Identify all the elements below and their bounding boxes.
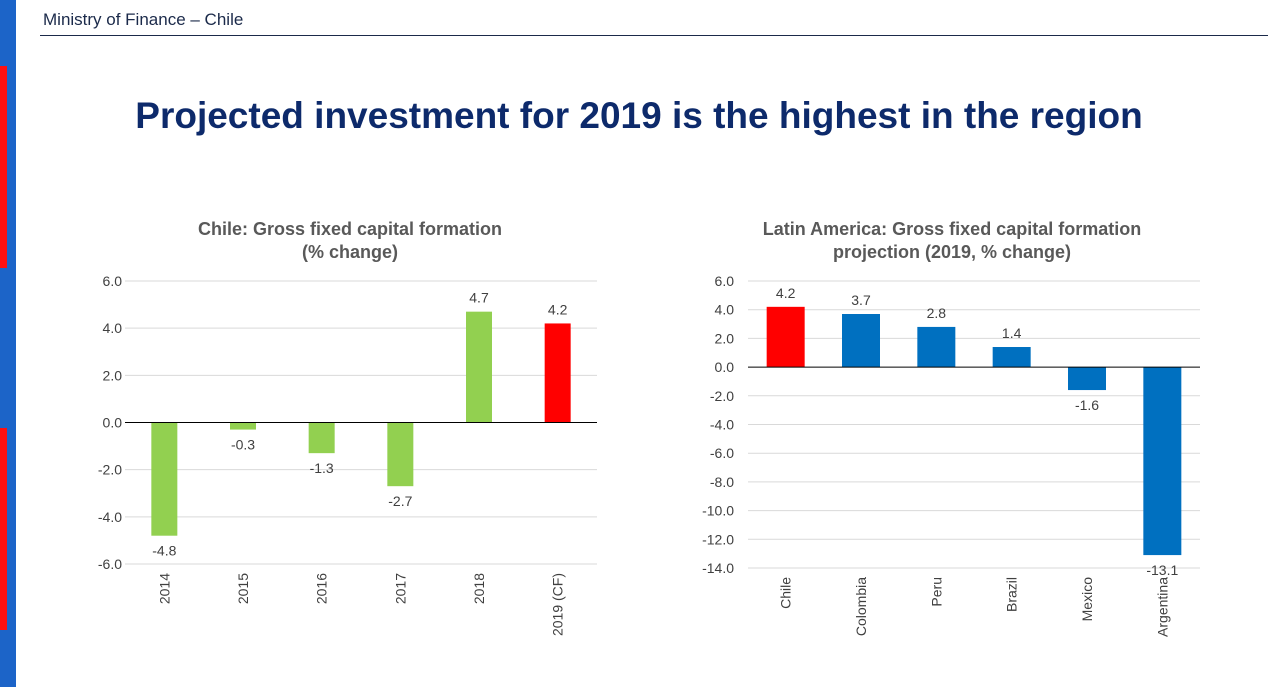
chart-title-line1: Chile: Gross fixed capital formation (197, 219, 503, 239)
chile-chart-y-tick-label: -2.0 (98, 462, 122, 478)
chile-chart-y-tick-label: 0.0 (103, 415, 123, 431)
side-accent-bottom (0, 428, 7, 630)
chile-chart-data-label: 4.2 (548, 301, 568, 317)
page-title: Projected investment for 2019 is the hig… (135, 95, 1143, 136)
chile-chart-y-tick-label: 6.0 (103, 273, 123, 289)
latam-chart-y-tick-label: -14.0 (702, 560, 734, 576)
latam-chart-bar (1143, 367, 1182, 556)
latam-chart-data-label: -13.1 (1146, 562, 1178, 578)
chart-title-latam: Latin America: Gross fixed capital forma… (732, 218, 1172, 264)
latam-chart-y-tick-label: -8.0 (710, 474, 734, 490)
chile-chart-bar (230, 422, 256, 430)
chart-title-line2: (% change) (301, 242, 398, 262)
chile-chart-data-label: 4.7 (469, 290, 489, 306)
latam-chart-y-tick-label: -4.0 (710, 417, 734, 433)
chart-title-chile: Chile: Gross fixed capital formation (% … (150, 218, 550, 264)
latam-chart-category-label: Argentina (1154, 577, 1170, 637)
chile-chart-data-label: -0.3 (231, 437, 255, 453)
latam-chart-y-tick-label: 6.0 (715, 273, 735, 289)
latam-chart-category-label: Peru (928, 577, 944, 607)
latam-chart-y-tick-label: -12.0 (702, 531, 734, 547)
chile-chart-y-tick-label: -4.0 (98, 509, 122, 525)
chile-chart-category-label: 2016 (314, 573, 330, 604)
latam-chart-bar (842, 314, 880, 368)
chile-chart-y-tick-label: 2.0 (103, 367, 123, 383)
latam-chart-category-label: Brazil (1004, 577, 1020, 612)
latam-chart-data-label: -1.6 (1075, 397, 1099, 413)
chile-chart-data-label: -4.8 (152, 543, 176, 559)
latam-chart-category-label: Colombia (853, 577, 869, 636)
chile-chart-category-label: 2019 (CF) (550, 573, 566, 636)
side-accent-top (0, 66, 7, 268)
chile-chart-bar (308, 422, 335, 454)
latam-chart-y-tick-label: -10.0 (702, 503, 734, 519)
latam-chart-y-tick-label: -2.0 (710, 388, 734, 404)
chile-chart-data-label: -1.3 (310, 460, 334, 476)
chile-chart-y-tick-label: -6.0 (98, 556, 122, 572)
chile-chart-bar (151, 422, 178, 536)
latam-chart-data-label: 1.4 (1002, 325, 1022, 341)
latam-chart-y-tick-label: 0.0 (715, 359, 735, 375)
header-org: Ministry of Finance – Chile (43, 10, 244, 29)
latam-chart-bar (1068, 367, 1106, 391)
chile-chart-bar (544, 323, 571, 423)
chile-chart-y-tick-label: 4.0 (103, 320, 123, 336)
chile-chart-data-label: -2.7 (388, 493, 412, 509)
latam-chart-y-tick-label: -6.0 (710, 445, 734, 461)
chile-chart-bar (466, 311, 492, 423)
latam-chart-y-tick-label: 4.0 (715, 302, 735, 318)
chile-chart-category-label: 2017 (392, 573, 408, 604)
latam-chart-bar (917, 326, 956, 368)
latam-chart-data-label: 3.7 (851, 292, 871, 308)
latam-chart-category-label: Chile (778, 577, 794, 609)
chile-chart-bar (387, 422, 414, 487)
latam-chart-bar (766, 306, 805, 368)
latam-chart-bar (992, 347, 1031, 368)
chile-chart-category-label: 2014 (156, 573, 172, 604)
latam-chart-category-label: Mexico (1079, 577, 1095, 622)
chart-title-line2: projection (2019, % change) (832, 242, 1072, 262)
chart-title-line1: Latin America: Gross fixed capital forma… (762, 219, 1142, 239)
latam-chart-y-tick-label: 2.0 (715, 330, 735, 346)
chile-chart-category-label: 2018 (471, 573, 487, 604)
header-divider (40, 35, 1268, 36)
latam-chart-data-label: 2.8 (927, 305, 947, 321)
latam-chart-data-label: 4.2 (776, 285, 796, 301)
chile-chart-category-label: 2015 (235, 573, 251, 604)
